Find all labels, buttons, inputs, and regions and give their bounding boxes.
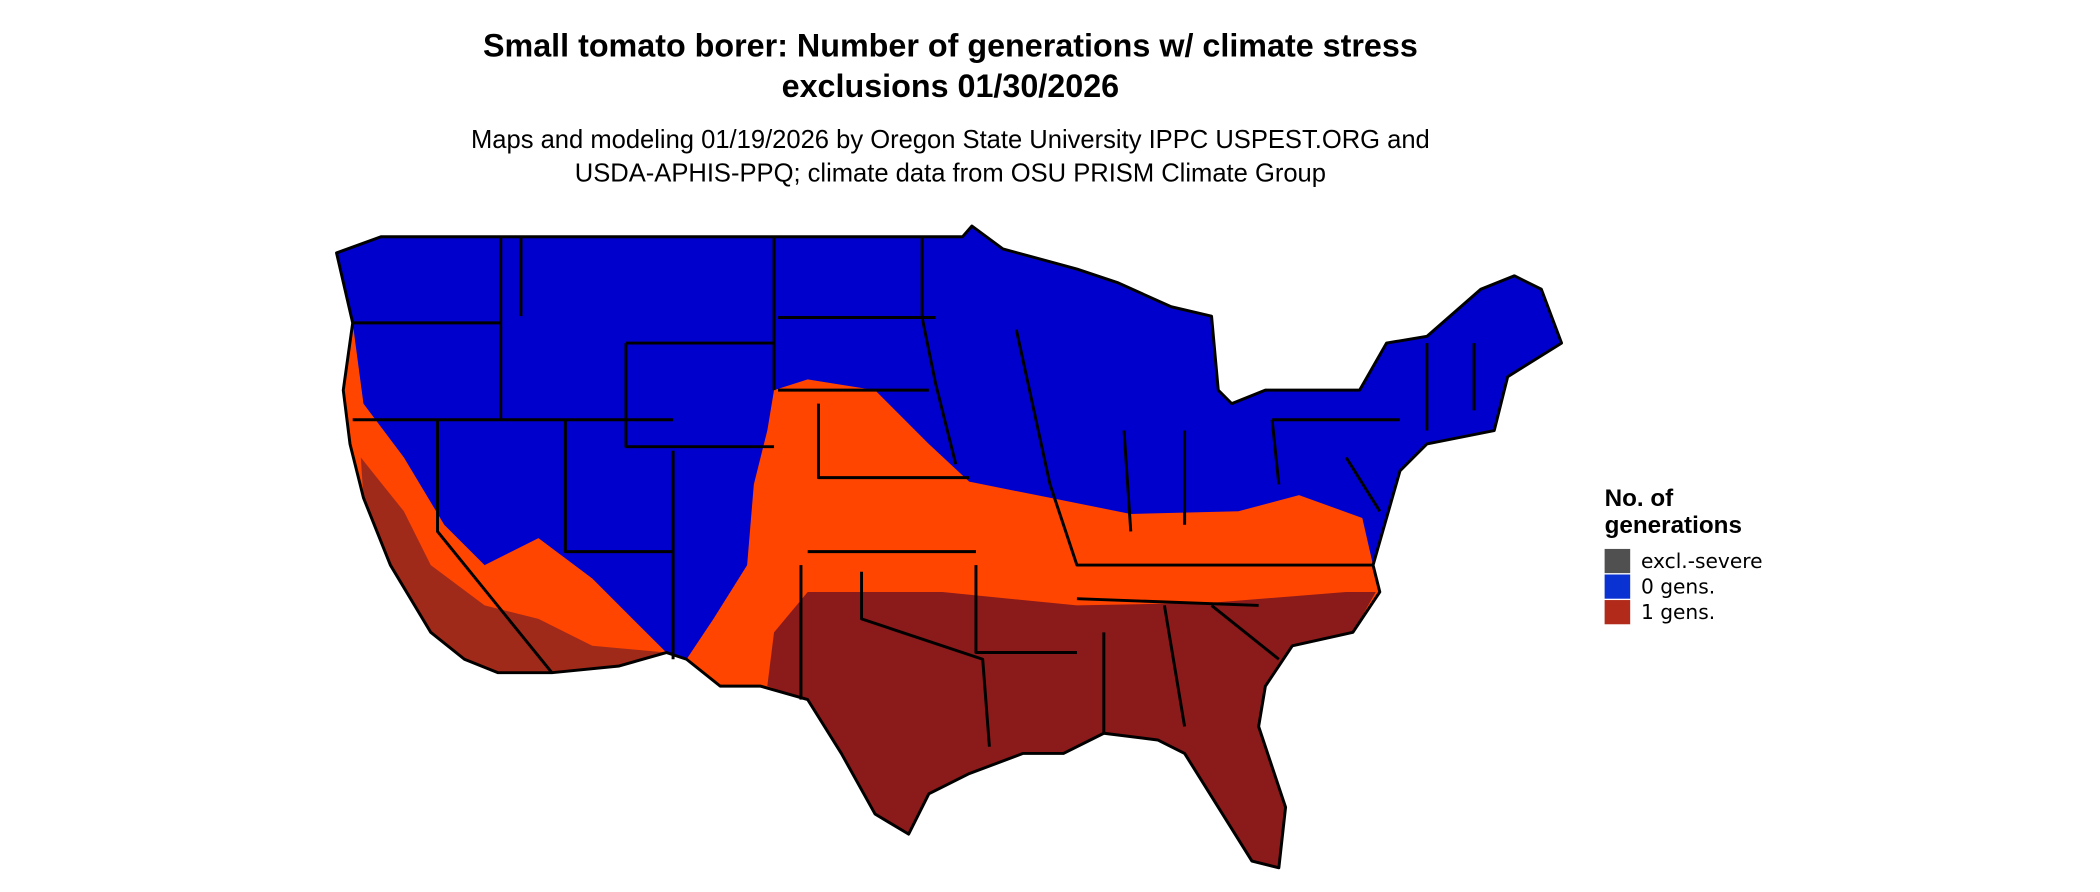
- state-borders: [352, 236, 1476, 747]
- legend-label: 0 gens.: [1641, 574, 1715, 598]
- region-1-gens-dark: [767, 591, 1376, 868]
- legend-swatch: [1604, 600, 1631, 625]
- outline: [335, 224, 1564, 870]
- title-line: exclusions 01/30/2026: [782, 68, 1120, 104]
- region-1-gens-dark: [360, 457, 667, 673]
- legend-label: 1 gens.: [1641, 600, 1715, 624]
- legend-label: excl.-severe: [1641, 549, 1763, 573]
- legend-swatch: [1604, 548, 1631, 574]
- us-map: [335, 224, 1564, 870]
- legend-swatch: [1604, 574, 1631, 599]
- title-line: Small tomato borer: Number of generation…: [483, 28, 1418, 64]
- subtitle-line: USDA-APHIS-PPQ; climate data from OSU PR…: [575, 160, 1326, 188]
- subtitle-line: Maps and modeling 01/19/2026 by Oregon S…: [471, 126, 1430, 154]
- legend-title: generations: [1605, 512, 1742, 539]
- legend-title: No. of: [1605, 485, 1675, 512]
